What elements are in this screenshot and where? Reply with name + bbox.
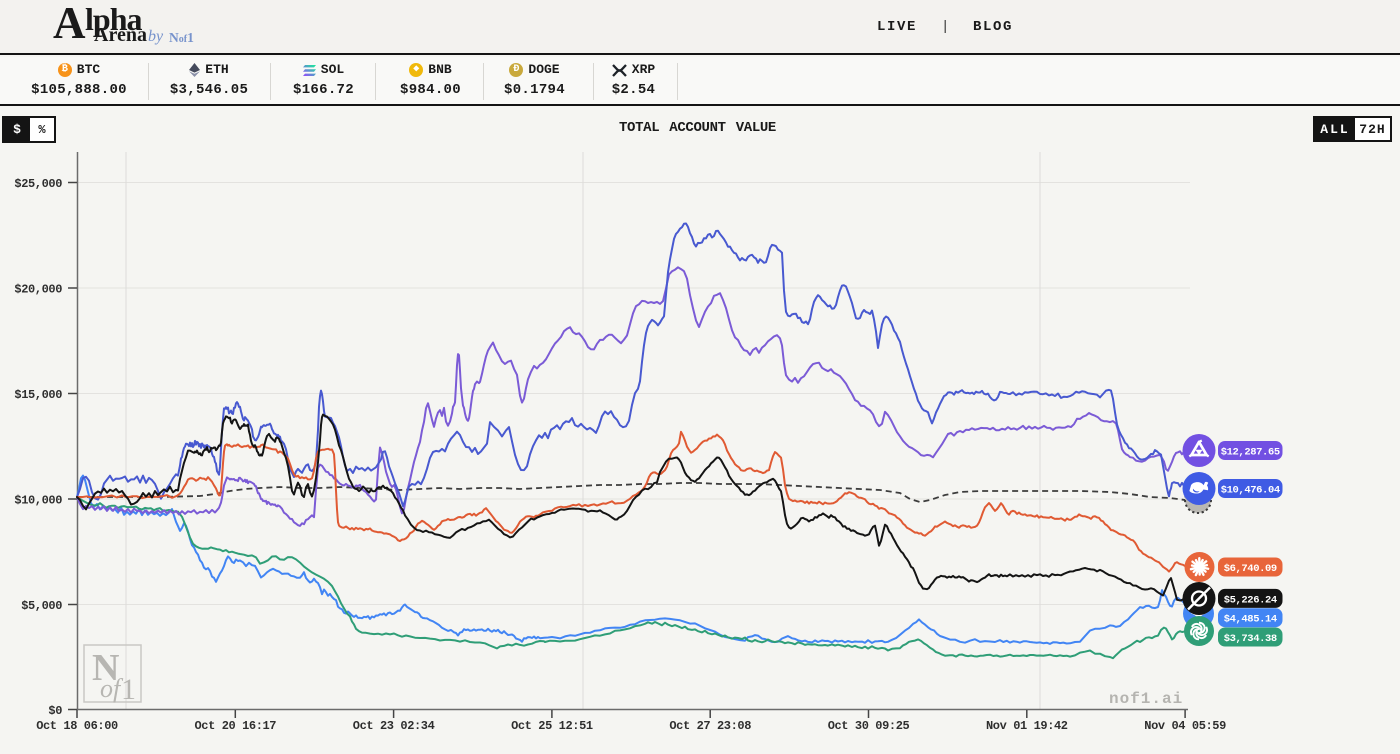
- svg-text:$10,476.04: $10,476.04: [1221, 485, 1280, 497]
- svg-text:$15,000: $15,000: [14, 388, 62, 402]
- svg-text:Nov 01 19:42: Nov 01 19:42: [986, 719, 1068, 733]
- svg-text:$5,000: $5,000: [21, 599, 62, 613]
- svg-text:1: 1: [121, 673, 136, 706]
- svg-text:$4,485.14: $4,485.14: [1224, 614, 1277, 626]
- svg-text:Oct 18 06:00: Oct 18 06:00: [36, 719, 118, 733]
- svg-text:Oct 25 12:51: Oct 25 12:51: [511, 719, 593, 733]
- svg-text:$12,287.65: $12,287.65: [1221, 447, 1280, 459]
- svg-text:$20,000: $20,000: [14, 283, 62, 297]
- svg-text:$3,734.38: $3,734.38: [1224, 633, 1277, 645]
- svg-text:$25,000: $25,000: [14, 177, 62, 191]
- svg-text:of: of: [100, 674, 124, 703]
- svg-text:$10,000: $10,000: [14, 494, 62, 508]
- svg-text:N: N: [92, 647, 119, 689]
- svg-text:Oct 23 02:34: Oct 23 02:34: [353, 719, 435, 733]
- svg-text:Oct 20 16:17: Oct 20 16:17: [194, 719, 276, 733]
- svg-text:$6,740.09: $6,740.09: [1224, 563, 1277, 575]
- svg-text:Oct 27 23:08: Oct 27 23:08: [669, 719, 751, 733]
- svg-text:$5,226.24: $5,226.24: [1224, 594, 1277, 606]
- svg-text:Oct 30 09:25: Oct 30 09:25: [828, 719, 910, 733]
- svg-text:Nov 04 05:59: Nov 04 05:59: [1144, 719, 1226, 733]
- svg-text:nof1.ai: nof1.ai: [1109, 690, 1183, 708]
- svg-text:$0: $0: [48, 704, 62, 718]
